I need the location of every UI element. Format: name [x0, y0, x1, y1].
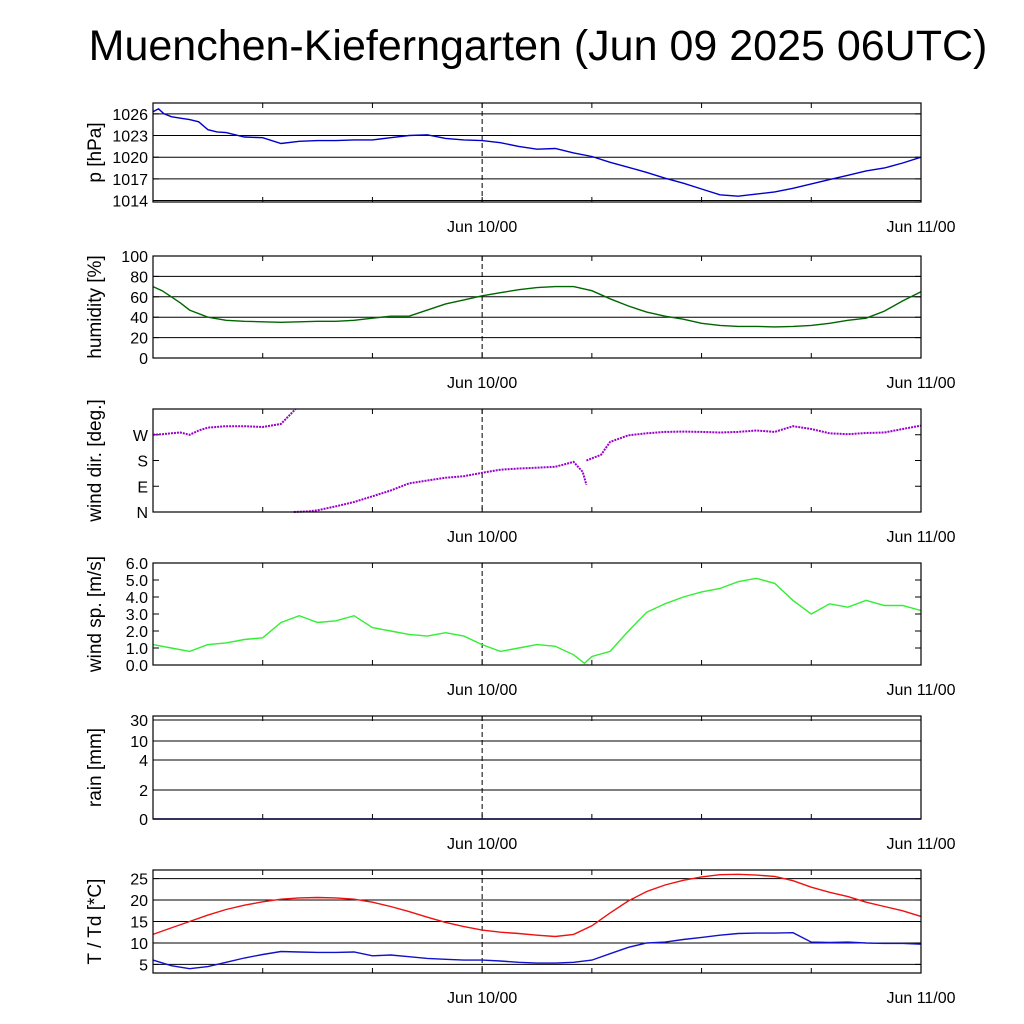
y-tick-label: 20 [130, 331, 148, 348]
y-tick-label: 1.0 [126, 641, 148, 658]
y-tick-label: 20 [130, 893, 148, 910]
panel-frame [152, 102, 922, 203]
y-tick-label: 4 [139, 753, 148, 770]
y-tick-label: 10 [130, 936, 148, 953]
y-tick-label: 3.0 [126, 607, 148, 624]
x-tick-label: Jun 10/00 [447, 529, 517, 546]
x-tick-label: Jun 11/00 [886, 836, 955, 853]
y-tick-label: 1026 [112, 107, 148, 124]
x-tick-label: Jun 10/00 [447, 990, 517, 1007]
y-tick-label: 0.0 [126, 658, 148, 675]
y-tick-label: W [133, 428, 149, 445]
y-tick-label: S [137, 454, 148, 471]
y-tick-label: 5.0 [126, 573, 148, 590]
panel-frame [152, 255, 922, 359]
y-tick-label: 10 [130, 734, 148, 751]
y-axis-label: rain [mm] [85, 728, 106, 807]
chart-title: Muenchen-Kieferngarten (Jun 09 2025 06UT… [88, 22, 988, 70]
data-series-line [152, 873, 922, 938]
x-tick-label: Jun 11/00 [886, 990, 955, 1007]
x-tick-label: Jun 10/00 [447, 219, 517, 236]
y-tick-label: 25 [130, 872, 148, 889]
y-axis-label: wind dir. [deg.] [85, 399, 106, 523]
y-tick-label: 5 [139, 957, 148, 974]
x-tick-label: Jun 11/00 [886, 682, 955, 699]
y-tick-label: 30 [130, 713, 148, 730]
y-tick-label: 1023 [112, 129, 148, 146]
panel-frame [152, 869, 922, 974]
y-tick-label: 6.0 [126, 556, 148, 573]
y-tick-label: 4.0 [126, 590, 148, 607]
y-tick-label: 15 [130, 915, 148, 932]
x-tick-label: Jun 10/00 [447, 375, 517, 392]
y-tick-label: 1014 [112, 194, 148, 211]
x-tick-label: Jun 10/00 [447, 682, 517, 699]
panel-frame [152, 562, 922, 666]
wind-direction-series [152, 408, 297, 436]
x-tick-label: Jun 10/00 [447, 836, 517, 853]
y-tick-label: 80 [130, 269, 148, 286]
y-tick-label: 100 [121, 249, 148, 266]
y-tick-label: 0 [139, 812, 148, 829]
y-tick-label: 2.0 [126, 624, 148, 641]
y-axis-label: p [hPa] [85, 122, 106, 182]
y-tick-label: 2 [139, 783, 148, 800]
wind-direction-series [293, 460, 588, 513]
x-tick-label: Jun 11/00 [886, 375, 955, 392]
data-series-line [152, 285, 922, 328]
data-series-line [152, 107, 922, 197]
y-axis-label: wind sp. [m/s] [85, 556, 106, 673]
data-series-line [152, 577, 922, 665]
y-tick-label: 60 [130, 290, 148, 307]
y-axis-label: T / Td [*C] [85, 879, 106, 965]
x-tick-label: Jun 11/00 [886, 219, 955, 236]
y-tick-label: N [136, 505, 148, 522]
y-tick-label: 40 [130, 310, 148, 327]
wind-direction-series [586, 424, 922, 462]
x-tick-label: Jun 11/00 [886, 529, 955, 546]
y-axis-label: humidity [%] [85, 255, 106, 358]
data-series-line [152, 931, 922, 970]
y-tick-label: 1020 [112, 150, 148, 167]
panel-frame [152, 715, 922, 820]
panel-frame [152, 408, 922, 513]
y-tick-label: E [137, 479, 148, 496]
y-tick-label: 1017 [112, 172, 148, 189]
y-tick-label: 0 [139, 351, 148, 368]
